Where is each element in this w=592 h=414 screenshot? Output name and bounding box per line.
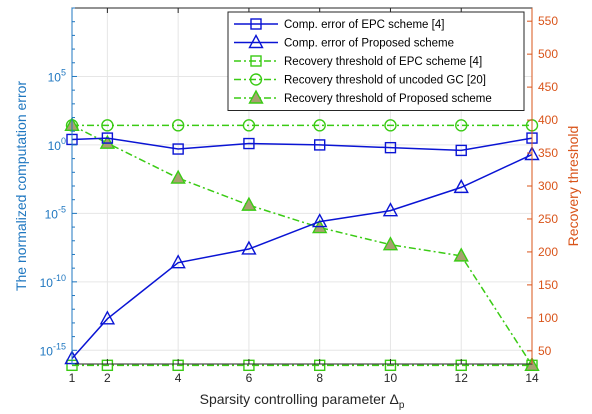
x-tick-label: 4 (175, 371, 182, 385)
right-tick-label: 400 (538, 113, 558, 127)
x-tick-label: 2 (104, 371, 111, 385)
left-y-axis: 10-15 10-10 10-5 100 105 (40, 7, 77, 365)
series-2 (64, 146, 540, 365)
legend-label: Comp. error of Proposed scheme (284, 38, 454, 50)
legend-label: Recovery threshold of uncoded GC [20] (284, 75, 486, 87)
data-point-circle (455, 119, 468, 132)
legend-marker-square (250, 18, 262, 30)
left-tick-label: 10-10 (40, 273, 66, 290)
right-tick-label: 550 (538, 14, 558, 28)
data-point-square (172, 143, 184, 155)
right-tick-label: 50 (538, 344, 552, 358)
data-point-square (455, 144, 467, 157)
right-tick-label: 250 (538, 212, 558, 226)
right-tick-label: 300 (538, 179, 558, 193)
data-point-triangle (241, 240, 257, 255)
left-tick-label: 10-5 (45, 204, 66, 221)
data-point-circle (171, 119, 185, 132)
legend-marker-circle (249, 73, 263, 86)
data-point-triangle (99, 310, 116, 325)
data-point-circle (101, 119, 114, 132)
right-tick-label: 100 (538, 311, 558, 325)
right-tick-label: 200 (538, 245, 558, 259)
left-y-axis-label: The normalized computation error (13, 81, 29, 291)
data-point-triangle (453, 178, 469, 194)
data-point-square (243, 137, 255, 150)
x-tick-label: 14 (525, 371, 539, 385)
x-tick-label: 10 (384, 371, 398, 385)
right-tick-label: 350 (538, 146, 558, 160)
data-point-circle (313, 119, 326, 132)
legend-marker-triangle (248, 34, 264, 49)
legend-box (227, 11, 525, 111)
x-tick-label: 8 (316, 371, 323, 385)
right-tick-label: 150 (538, 278, 558, 292)
x-axis: 1 2 4 6 8 10 12 14 (69, 8, 539, 385)
data-point-triangle (170, 254, 186, 269)
data-point-triangle (99, 134, 116, 149)
data-point-circle (384, 119, 397, 132)
data-point-triangle (382, 202, 399, 217)
x-tick-label: 6 (246, 371, 253, 385)
data-point-square (101, 132, 114, 144)
right-y-axis-label: Recovery threshold (565, 126, 581, 247)
data-point-square (313, 139, 326, 151)
legend-label: Recovery threshold of EPC scheme [4] (284, 56, 482, 68)
x-axis-label-subscript: p (399, 400, 405, 411)
left-tick-label: 100 (48, 136, 66, 153)
data-point-triangle (241, 196, 257, 211)
series-line (71, 153, 533, 360)
right-y-axis: 50 100 150 200 250 300 350 400 450 500 550 (527, 8, 558, 364)
data-point-triangle (312, 213, 328, 228)
data-point-triangle (382, 236, 399, 251)
data-point-triangle (453, 247, 469, 262)
series-line (71, 137, 533, 152)
x-tick-label: 1 (69, 371, 76, 385)
legend-marker-triangle (248, 89, 264, 104)
data-point-triangle (170, 169, 186, 184)
x-tick-label: 12 (455, 371, 469, 385)
data-point-circle (242, 119, 256, 132)
x-axis-label: Sparsity controlling parameter Δp (200, 391, 405, 411)
right-tick-label: 500 (538, 47, 558, 61)
left-tick-label: 10-15 (40, 341, 66, 358)
legend: Comp. error of EPC scheme [4] Comp. error… (227, 11, 525, 111)
series-1 (66, 132, 538, 157)
left-tick-label: 105 (48, 67, 66, 84)
legend-label: Recovery threshold of Proposed scheme (284, 93, 492, 105)
right-tick-label: 450 (538, 80, 558, 94)
legend-marker-square (250, 55, 262, 67)
series-5 (64, 116, 540, 372)
legend-label: Comp. error of EPC scheme [4] (284, 19, 444, 31)
series-line (71, 124, 533, 366)
x-axis-label-text: Sparsity controlling parameter Δ (200, 391, 399, 407)
data-point-square (384, 141, 397, 154)
